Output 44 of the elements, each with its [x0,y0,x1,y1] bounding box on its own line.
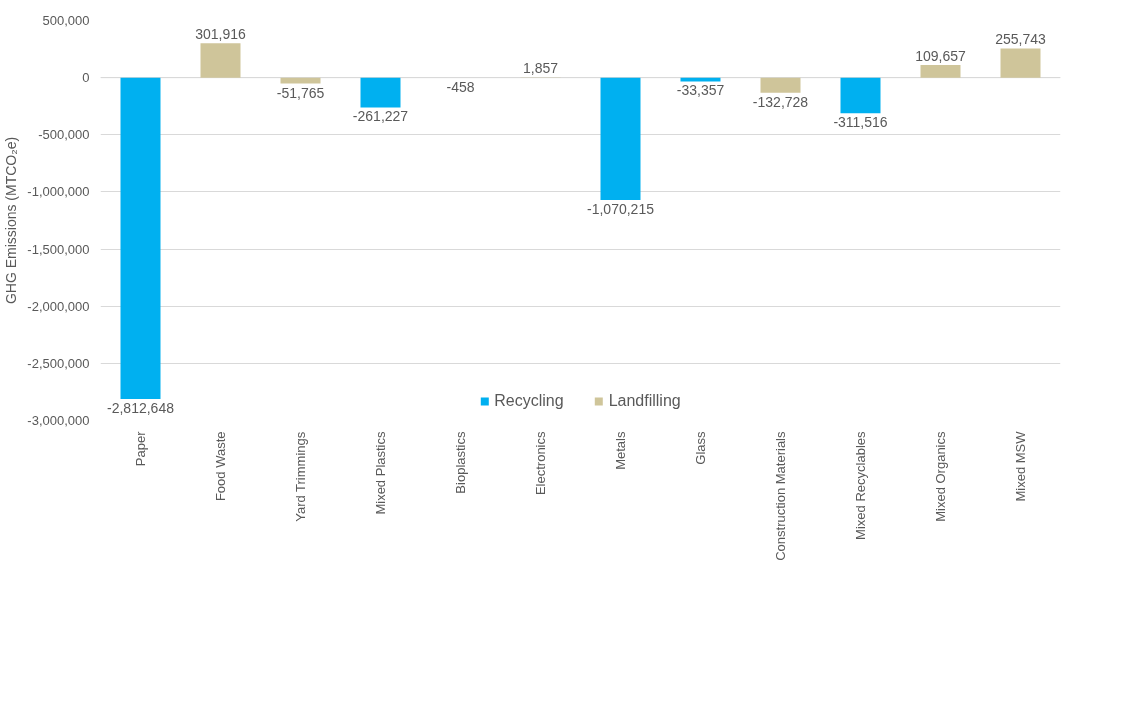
data-label: 255,743 [995,31,1047,48]
y-tick-label: 500,000 [42,13,90,28]
x-tick-label: Mixed Recyclables [853,431,868,540]
data-label: 301,916 [195,26,247,43]
data-label: -311,516 [833,114,888,131]
data-label: 109,657 [915,48,967,65]
y-axis-title: GHG Emissions (MTCO₂e) [3,136,20,305]
x-tick-label: Food Waste [213,431,228,502]
y-tick-label: -2,500,000 [27,355,90,371]
bar [200,43,241,78]
data-label: -1,070,215 [587,200,655,217]
x-tick-label: Bioplastics [453,431,468,494]
data-label: -33,357 [676,82,725,99]
x-tick-label: Paper [133,430,148,467]
y-tick-label: -2,000,000 [27,298,90,314]
y-tick-label: 0 [82,70,90,86]
bar [600,77,641,200]
bar [120,77,161,400]
data-label: -261,227 [352,108,409,125]
bar [360,77,401,108]
bar [280,77,321,84]
y-tick-label: -500,000 [38,127,90,143]
x-tick-label: Electronics [533,431,548,496]
x-tick-label: Yard Trimmings [293,431,308,522]
x-tick-label: Mixed MSW [1013,430,1028,502]
data-label: -2,812,648 [107,400,175,417]
legend-label: Recycling [494,392,564,410]
data-label: 1,857 [522,60,559,77]
y-tick-label: -1,500,000 [27,241,90,257]
y-tick-label: -1,000,000 [27,184,90,200]
bar [840,77,881,114]
data-label: -51,765 [276,84,325,101]
bar [1000,48,1041,78]
y-tick-label: -3,000,000 [27,413,90,428]
bar [760,77,801,93]
bar [920,65,961,78]
data-label: -132,728 [752,93,809,110]
x-tick-label: Construction Materials [773,431,788,561]
x-tick-label: Glass [693,431,708,465]
x-tick-label: Metals [613,431,628,470]
x-tick-label: Mixed Plastics [373,431,388,515]
legend-label: Landfilling [608,392,681,410]
x-tick-label: Mixed Organics [933,431,948,522]
data-label: -458 [446,78,475,95]
